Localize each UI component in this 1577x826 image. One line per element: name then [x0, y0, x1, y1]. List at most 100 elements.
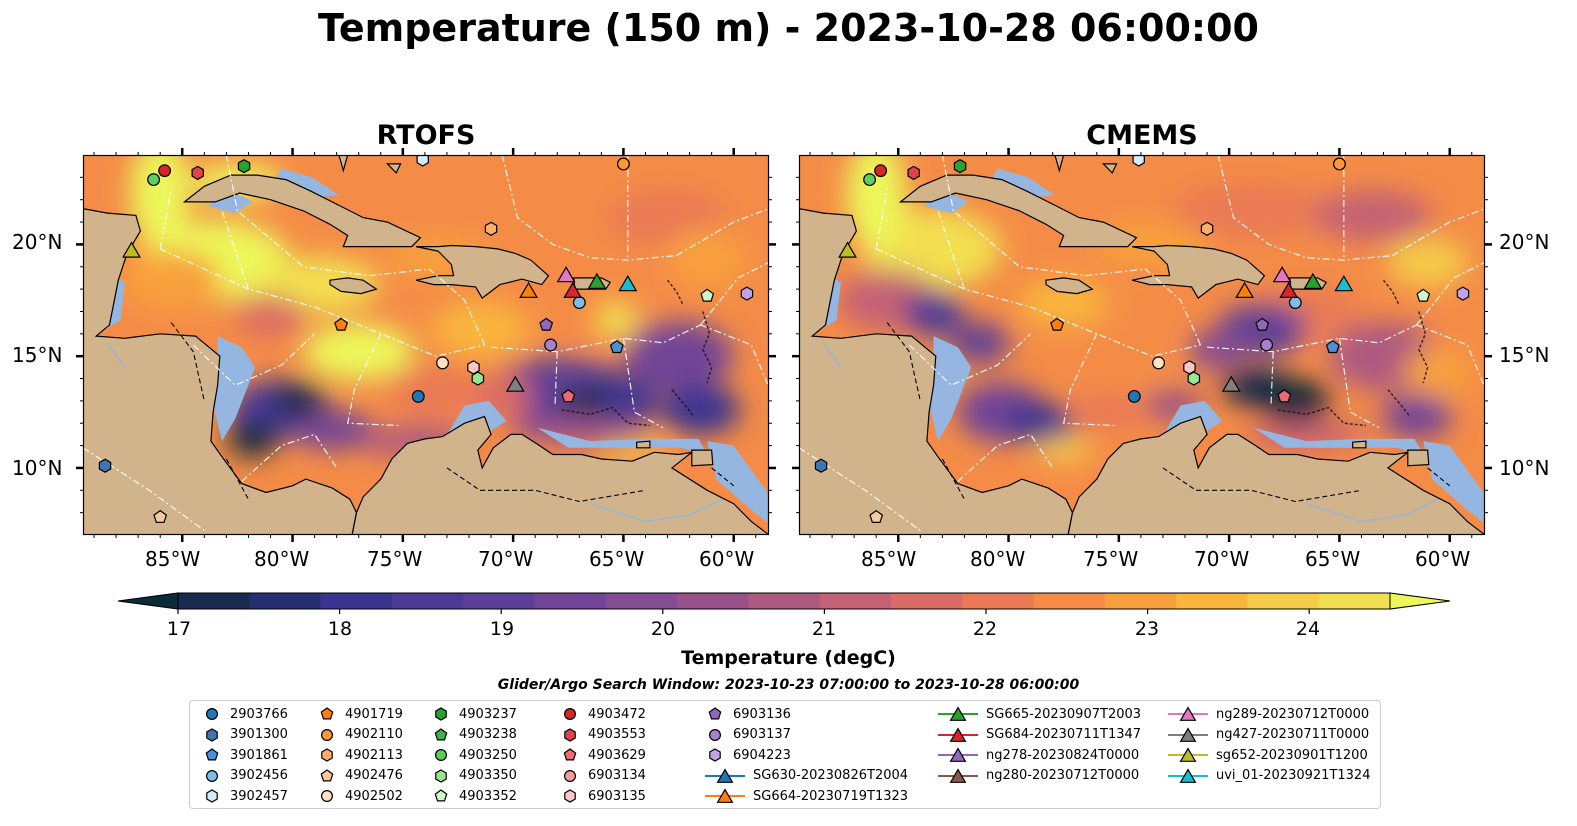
- platform-marker-6903137: [1260, 338, 1274, 352]
- platform-marker-6903135: [467, 360, 480, 375]
- colorbar-tick-17: 17: [166, 618, 192, 640]
- legend-item-4902476: 4902476: [317, 766, 403, 786]
- platform-marker-uvi_01-20230921t1324: [1334, 275, 1354, 292]
- land-margarita: [1352, 440, 1367, 449]
- land-trinidad: [691, 449, 714, 467]
- platform-marker-4902502: [436, 356, 449, 370]
- platform-marker-4903553: [191, 165, 204, 181]
- legend-item-uvi_01-20230921t1324: uvi_01-20230921T1324: [1168, 766, 1370, 786]
- legend-triangle-icon: [938, 768, 978, 783]
- legend-marker: [564, 789, 576, 804]
- legend-item-6903137: 6903137: [705, 725, 791, 745]
- lon-label-60w-left: 60°W: [699, 547, 755, 571]
- land-cuba: [182, 174, 422, 248]
- land-bahamasa: [338, 155, 349, 173]
- legend-triangle-icon: [1168, 747, 1208, 763]
- legend-item-4901719: 4901719: [317, 704, 403, 724]
- colorbar-tick-23: 23: [1134, 618, 1160, 640]
- legend-circle-icon: [320, 728, 334, 741]
- legend-label: ng427-20230711T0000: [1216, 727, 1370, 743]
- legend-label: 4903350: [459, 768, 517, 784]
- colorbar-segment: [962, 593, 1035, 609]
- legend: 2903766 3901300 3901861 3902456 3902457 49017…: [189, 700, 1381, 809]
- platform-marker-4902502: [1152, 356, 1165, 370]
- legend-item-ng278-20230824t0000: ng278-20230824T0000: [938, 745, 1139, 765]
- legend-marker: [1179, 768, 1197, 783]
- legend-label: 3902456: [230, 768, 288, 784]
- legend-item-4903238: 4903238: [431, 725, 517, 745]
- legend-item-sg664-20230719t1323: SG664-20230719T1323: [705, 786, 908, 806]
- legend-marker: [321, 748, 333, 762]
- legend-label: 4903250: [459, 747, 517, 763]
- platform-marker-sg664-20230719t1323: [1235, 281, 1255, 298]
- legend-marker: [435, 707, 447, 721]
- platform-marker-3902456: [572, 296, 586, 309]
- legend-triangle-icon: [705, 788, 745, 804]
- legend-triangle-icon: [938, 727, 978, 742]
- legend-item-4902502: 4902502: [317, 786, 403, 806]
- panel-title-cmems: CMEMS: [1086, 120, 1198, 151]
- colorbar-segment: [748, 593, 821, 609]
- platform-marker-4903350: [471, 371, 485, 386]
- legend-label: 4902502: [345, 788, 403, 804]
- platform-marker-6903136: [539, 317, 554, 331]
- legend-marker: [563, 707, 577, 721]
- colorbar-segment: [534, 593, 607, 609]
- legend-label: 3902457: [230, 788, 288, 804]
- legend-marker: [949, 706, 967, 721]
- legend-pentagon-icon: [320, 707, 334, 720]
- legend-item-ng280-20230712t0000: ng280-20230712T0000: [938, 766, 1139, 786]
- platform-marker-sg684-20230711t1347: [563, 281, 583, 298]
- land-jamaica: [1045, 277, 1094, 295]
- legend-marker: [434, 727, 448, 741]
- platform-marker-3901861: [1325, 339, 1340, 354]
- colorbar-segment: [677, 593, 749, 609]
- lat-label-20n-left: 20°N: [12, 230, 63, 254]
- colorbar-segment: [320, 593, 393, 609]
- land-trinidad: [1407, 449, 1430, 467]
- platform-marker-4902476: [153, 509, 168, 523]
- colorbar-tick-19: 19: [489, 618, 515, 640]
- legend-label: uvi_01-20230921T1324: [1216, 768, 1371, 784]
- legend-marker: [563, 769, 577, 782]
- colorbar-tick-18: 18: [327, 618, 353, 640]
- lon-label-75w-left: 75°W: [367, 547, 423, 571]
- platform-marker-6903135: [1183, 360, 1196, 375]
- platform-marker-ng289-20230712t0000: [556, 266, 576, 283]
- lon-label-80w-right: 80°W: [970, 547, 1026, 571]
- legend-item-3902457: 3902457: [202, 786, 288, 806]
- platform-marker-sg684-20230711t1347: [1279, 281, 1299, 298]
- colorbar-segment: [1247, 593, 1320, 609]
- legend-triangle-icon: [1168, 768, 1208, 783]
- legend-marker: [563, 748, 577, 761]
- colorbar-segment: [249, 593, 322, 609]
- lon-label-85w-right: 85°W: [861, 547, 917, 571]
- platform-marker-sg652-20230901t1200: [838, 241, 857, 258]
- legend-item-3902456: 3902456: [202, 766, 288, 786]
- legend-item-6903135: 6903135: [560, 786, 646, 806]
- legend-pentagon-icon: [708, 707, 722, 720]
- legend-item-4903553: 4903553: [560, 725, 646, 745]
- legend-circle-icon: [434, 749, 448, 762]
- lon-label-70w-left: 70°W: [478, 547, 534, 571]
- legend-item-2903766: 2903766: [202, 704, 288, 724]
- colorbar-tick-24: 24: [1295, 618, 1321, 640]
- colorbar-segment: [463, 593, 536, 609]
- colorbar-segment: [178, 593, 250, 609]
- land-hispaniola: [415, 244, 550, 299]
- land-hispaniola: [1131, 244, 1266, 299]
- legend-pentagon-icon: [434, 789, 448, 802]
- legend-marker: [320, 707, 334, 720]
- legend-item-6904223: 6904223: [705, 745, 791, 765]
- legend-triangle-icon: [938, 706, 978, 721]
- colorbar-segment: [391, 593, 464, 609]
- legend-marker: [435, 769, 447, 783]
- rtofs-map: [76, 148, 776, 542]
- legend-marker: [708, 728, 722, 741]
- legend-item-3901300: 3901300: [202, 725, 288, 745]
- platform-marker-3901861: [609, 339, 624, 354]
- colorbar-segment: [819, 593, 892, 609]
- legend-item-sg665-20230907t2003: SG665-20230907T2003: [938, 704, 1141, 724]
- legend-marker: [564, 727, 576, 742]
- legend-item-6903134: 6903134: [560, 766, 646, 786]
